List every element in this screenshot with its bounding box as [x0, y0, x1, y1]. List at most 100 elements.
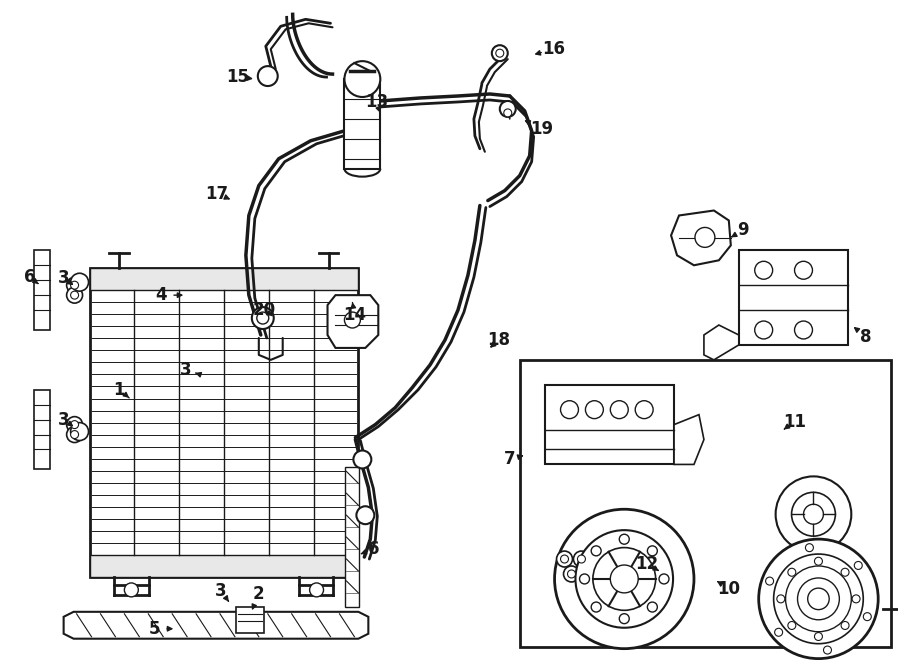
Circle shape	[806, 544, 814, 552]
Circle shape	[70, 430, 78, 438]
Text: 19: 19	[530, 120, 554, 138]
Circle shape	[775, 629, 783, 637]
Circle shape	[635, 401, 653, 418]
Circle shape	[795, 321, 813, 339]
Circle shape	[610, 401, 628, 418]
Circle shape	[70, 273, 88, 291]
Text: 3: 3	[215, 582, 227, 600]
Text: 11: 11	[783, 412, 806, 430]
Circle shape	[356, 506, 374, 524]
Circle shape	[591, 602, 601, 612]
Text: 9: 9	[737, 221, 749, 239]
Circle shape	[563, 566, 580, 582]
Circle shape	[788, 568, 796, 576]
Text: 18: 18	[487, 331, 510, 349]
Circle shape	[804, 504, 824, 524]
Text: 1: 1	[113, 381, 125, 399]
Circle shape	[591, 546, 601, 556]
Circle shape	[593, 547, 655, 610]
Text: 5: 5	[148, 620, 160, 638]
Text: 14: 14	[343, 306, 366, 324]
Text: 10: 10	[717, 580, 741, 598]
Polygon shape	[704, 325, 739, 360]
Circle shape	[257, 66, 278, 86]
Circle shape	[500, 101, 516, 117]
Bar	[236, 607, 264, 633]
Circle shape	[67, 416, 83, 432]
Circle shape	[561, 555, 569, 563]
Bar	[34, 390, 50, 469]
Circle shape	[256, 312, 269, 324]
Text: 12: 12	[635, 555, 659, 573]
Circle shape	[807, 588, 829, 609]
Circle shape	[496, 49, 504, 57]
Circle shape	[504, 109, 512, 117]
Circle shape	[573, 551, 590, 567]
Text: 7: 7	[504, 450, 516, 469]
Text: 15: 15	[227, 68, 249, 86]
Text: 20: 20	[252, 301, 275, 319]
Circle shape	[647, 546, 657, 556]
Circle shape	[776, 477, 851, 552]
Text: 3: 3	[180, 361, 192, 379]
Circle shape	[580, 574, 590, 584]
Circle shape	[852, 595, 860, 603]
Circle shape	[70, 291, 78, 299]
Polygon shape	[671, 210, 731, 265]
Circle shape	[491, 45, 508, 61]
Circle shape	[561, 401, 579, 418]
Bar	[346, 467, 359, 607]
Text: 16: 16	[542, 40, 565, 58]
Circle shape	[795, 261, 813, 279]
Polygon shape	[328, 295, 378, 348]
Circle shape	[788, 621, 796, 629]
Circle shape	[568, 570, 575, 578]
Circle shape	[755, 321, 772, 339]
Circle shape	[695, 227, 715, 247]
Circle shape	[554, 509, 694, 648]
Circle shape	[70, 420, 78, 428]
Circle shape	[854, 561, 862, 569]
Circle shape	[345, 312, 360, 328]
Circle shape	[67, 426, 83, 442]
Circle shape	[842, 621, 849, 629]
Circle shape	[792, 492, 835, 536]
Circle shape	[345, 61, 381, 97]
Circle shape	[67, 287, 83, 303]
Text: 3: 3	[58, 269, 69, 288]
Circle shape	[766, 577, 774, 585]
Circle shape	[863, 613, 871, 621]
Bar	[739, 251, 849, 345]
Circle shape	[354, 451, 372, 469]
Circle shape	[67, 277, 83, 293]
Circle shape	[619, 613, 629, 624]
Bar	[519, 360, 891, 646]
Circle shape	[578, 555, 585, 563]
Circle shape	[124, 583, 139, 597]
Circle shape	[814, 557, 823, 565]
Circle shape	[774, 554, 863, 644]
Polygon shape	[64, 612, 368, 639]
Polygon shape	[674, 414, 704, 465]
Text: 2: 2	[253, 585, 265, 603]
Circle shape	[814, 633, 823, 641]
Circle shape	[647, 602, 657, 612]
Text: 13: 13	[364, 93, 388, 111]
Circle shape	[70, 281, 78, 289]
Circle shape	[659, 574, 669, 584]
Text: 6: 6	[367, 540, 379, 558]
Bar	[345, 79, 381, 169]
Text: 3: 3	[58, 410, 69, 428]
Circle shape	[610, 565, 638, 593]
Bar	[89, 268, 358, 577]
Text: 6: 6	[24, 268, 35, 286]
Circle shape	[575, 530, 673, 628]
Circle shape	[797, 578, 840, 620]
Circle shape	[777, 595, 785, 603]
Bar	[89, 555, 358, 577]
Circle shape	[755, 261, 772, 279]
Circle shape	[252, 307, 274, 329]
Bar	[89, 268, 358, 290]
Text: 8: 8	[860, 328, 872, 346]
Circle shape	[824, 646, 832, 654]
